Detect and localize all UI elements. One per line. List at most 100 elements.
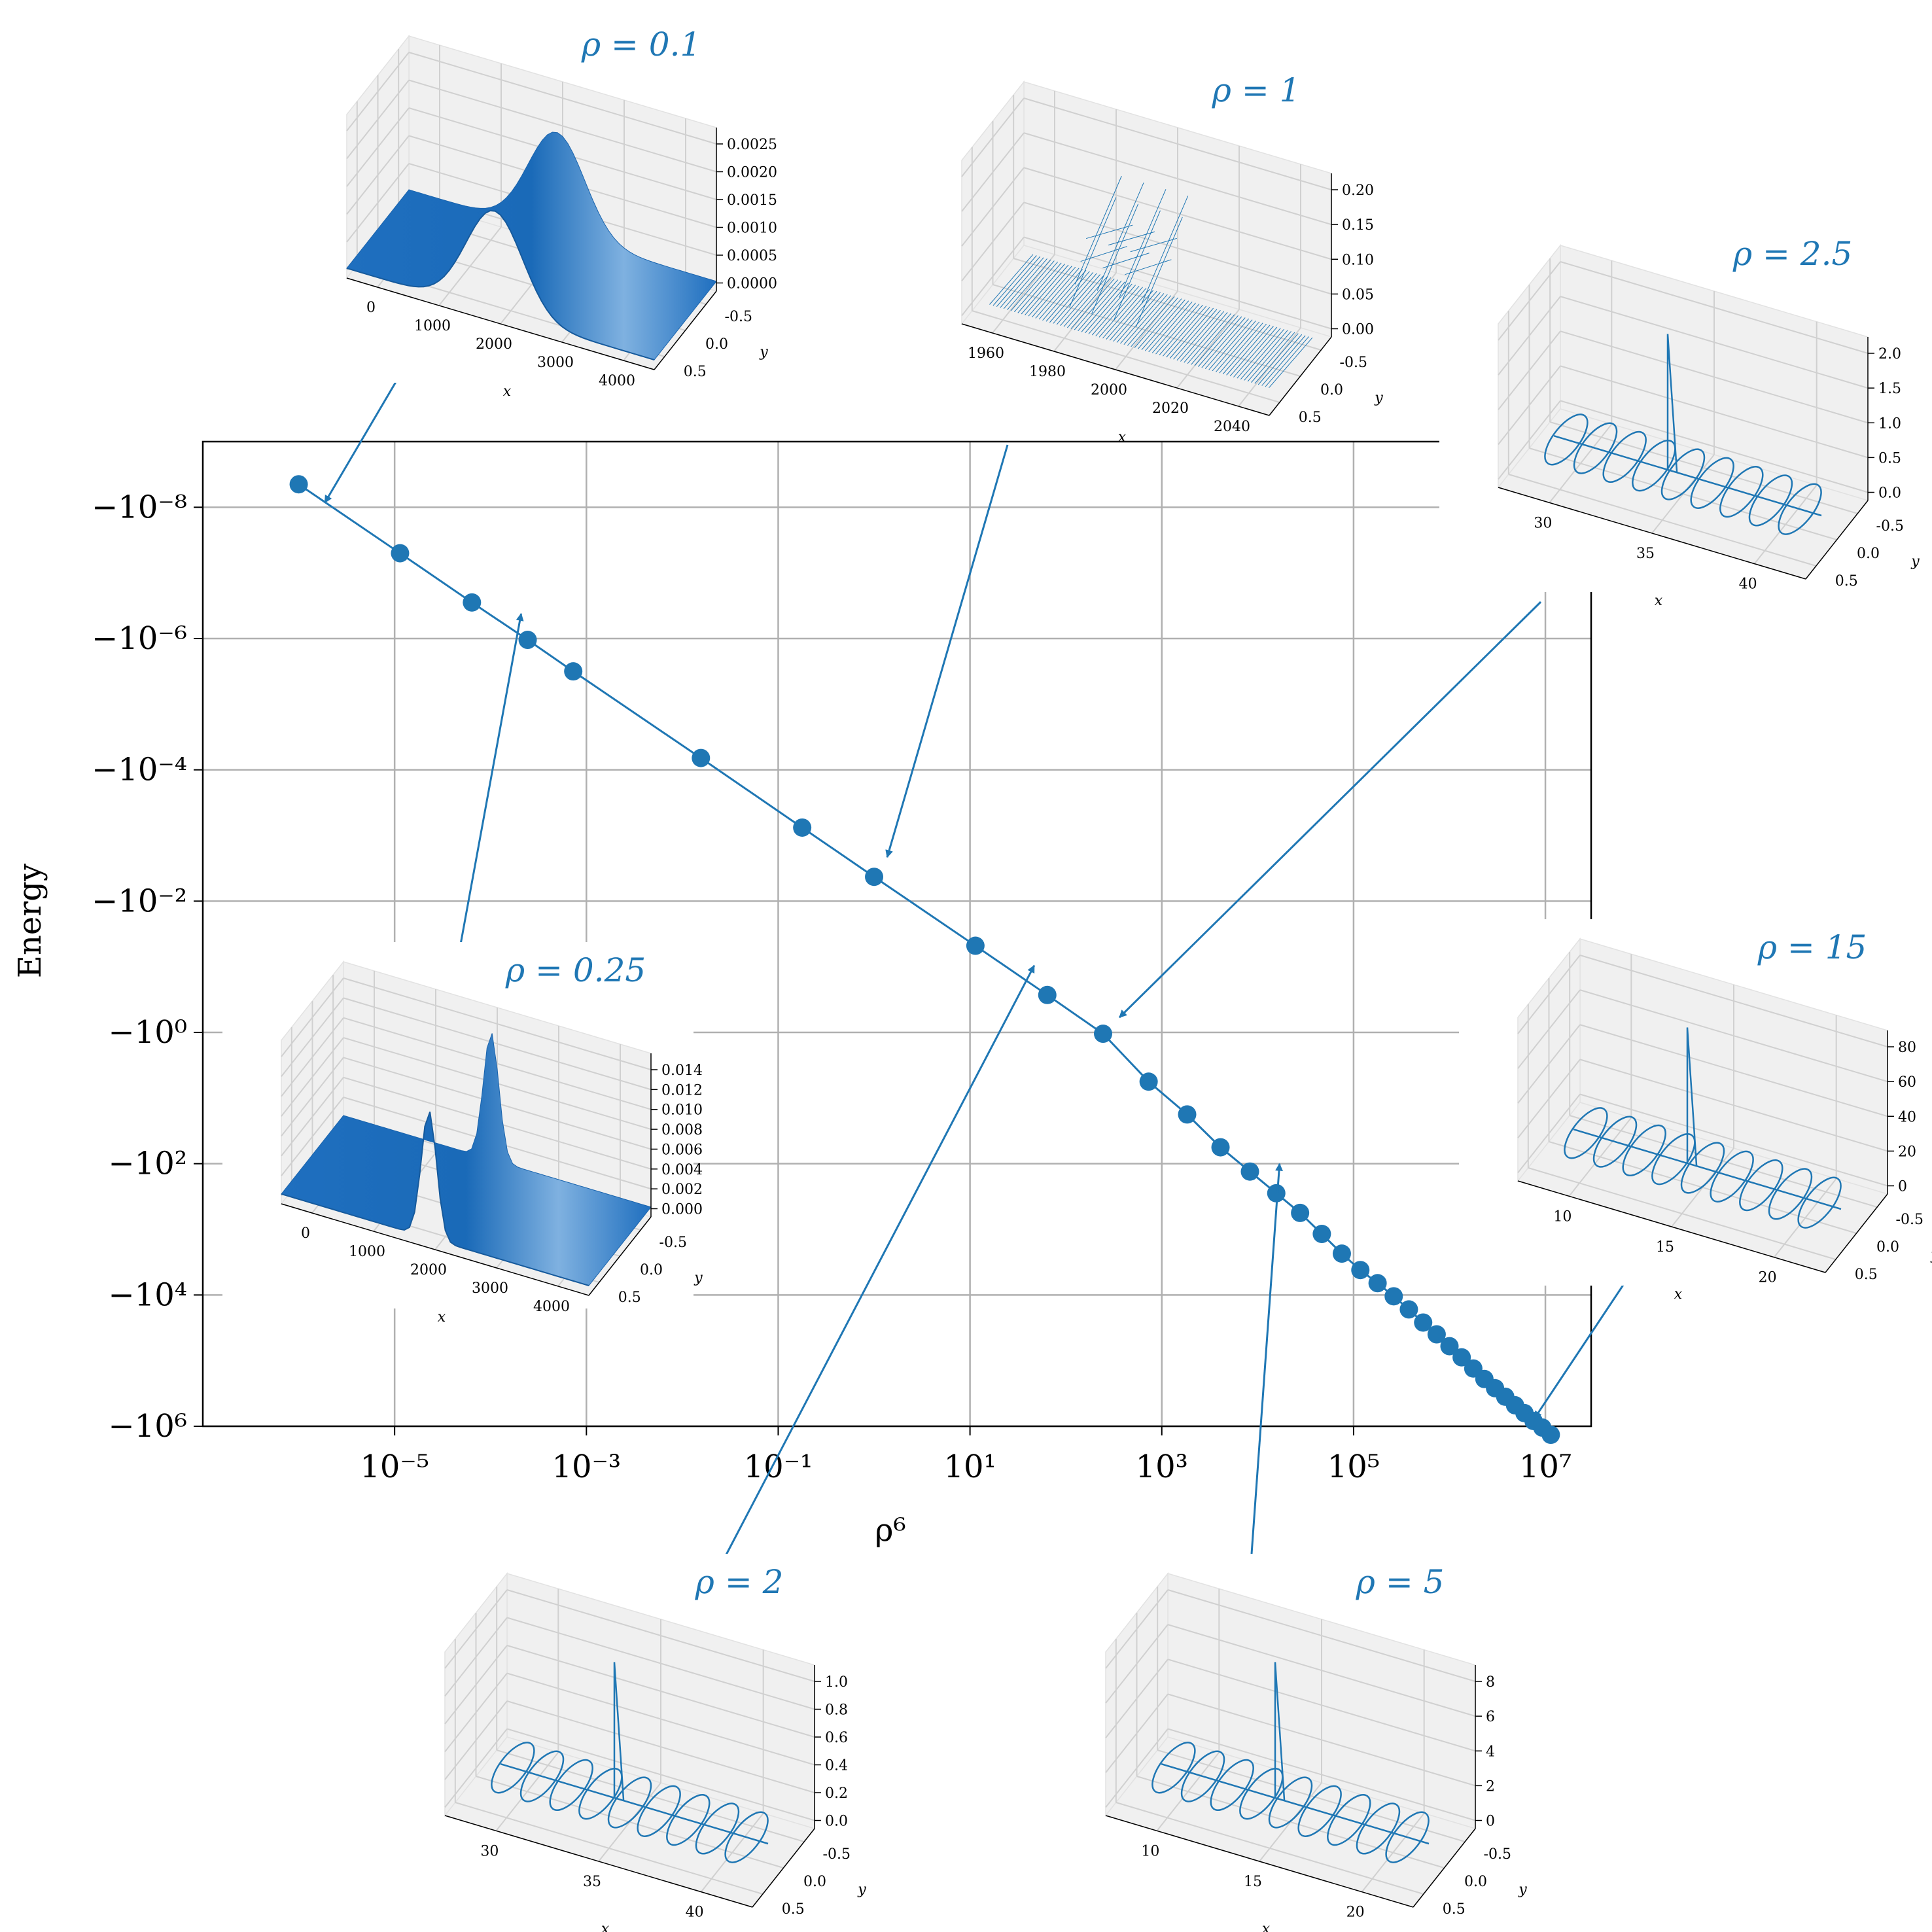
wire-line xyxy=(1265,336,1309,387)
inset-z-tick-label: 0.5 xyxy=(1878,450,1901,466)
inset-x-tick-label: 1980 xyxy=(1029,364,1066,380)
wire-line xyxy=(1201,317,1246,368)
inset-grid-line xyxy=(1105,1728,1168,1808)
inset-y-tick-label: 0.0 xyxy=(1464,1874,1487,1890)
loop-axis xyxy=(500,1763,769,1845)
inset-title: ρ = 0.25 xyxy=(505,951,646,989)
loop-curve xyxy=(1778,483,1822,535)
inset-z-tick-label: 1.5 xyxy=(1878,381,1901,397)
wire-line xyxy=(1247,331,1291,382)
inset-plot-content xyxy=(989,175,1313,389)
inset-grid-line xyxy=(496,1749,805,1842)
inset-grid-line xyxy=(1579,1024,1888,1117)
inset-grid-line xyxy=(346,135,410,215)
inset-grid-line xyxy=(408,79,717,173)
inset-z-tick-label: 0.014 xyxy=(661,1063,703,1079)
y-tick-label: −10⁴ xyxy=(108,1276,187,1313)
wire-line xyxy=(1229,326,1274,377)
inset-grid-line xyxy=(281,997,344,1077)
inset-arrows xyxy=(324,374,1653,1558)
wire-line xyxy=(1176,309,1221,361)
inset-grid-line xyxy=(1167,1589,1476,1682)
inset-grid-line xyxy=(343,997,652,1091)
inset-z-tick-label: 0.010 xyxy=(661,1102,703,1119)
inset-y-tick-label: -0.5 xyxy=(1876,518,1904,535)
wire-line xyxy=(1074,175,1122,285)
inset-x-axis xyxy=(1105,1815,1414,1908)
inset-y-axis xyxy=(654,290,717,370)
wire-line xyxy=(1173,309,1218,360)
wire-line xyxy=(1053,273,1097,324)
inset-plot-content xyxy=(491,1662,769,1863)
wire-line xyxy=(1081,281,1125,332)
wire-line xyxy=(1045,271,1090,322)
insets: 010002000300040000.50.0-0.50.00250.00200… xyxy=(222,16,1932,1932)
inset-grid-line xyxy=(506,1700,815,1793)
inset-y-axis xyxy=(1825,1193,1888,1273)
inset-z-tick-label: 2.0 xyxy=(1878,346,1901,362)
inset-title: ρ = 5 xyxy=(1356,1563,1445,1601)
inset-grid-line xyxy=(1517,989,1581,1069)
wire-line xyxy=(1007,259,1051,310)
inset-z-tick-label: 8 xyxy=(1486,1674,1495,1691)
wire-line xyxy=(1184,312,1228,363)
data-point xyxy=(1038,985,1057,1004)
inset-grid-line xyxy=(1517,955,1581,1034)
inset-grid-line xyxy=(281,1037,344,1117)
inset-x-tick-label: 1000 xyxy=(349,1244,385,1260)
inset-grid-line xyxy=(281,1057,344,1137)
wire-line xyxy=(1049,272,1094,323)
wire-line xyxy=(1138,298,1182,349)
inset-y-axis-label: y xyxy=(1930,1247,1932,1263)
inset-y-axis-label: y xyxy=(1374,390,1383,406)
loop-curve xyxy=(1660,448,1706,501)
inset-grid-line xyxy=(1560,400,1869,493)
inset-grid-line xyxy=(1498,261,1561,341)
inset-x-tick-label: 40 xyxy=(1739,576,1757,593)
wire-line xyxy=(1194,315,1238,366)
data-point xyxy=(692,748,711,767)
x-tick-label: 10³ xyxy=(1136,1449,1188,1485)
inset-grid-line xyxy=(1517,1093,1581,1174)
loop-curve xyxy=(1797,1176,1842,1229)
wire-line xyxy=(1244,330,1288,381)
inset-grid-line xyxy=(1517,1059,1581,1138)
inset-z-tick-label: 0.0015 xyxy=(727,192,777,209)
inset-x-axis xyxy=(444,1815,753,1908)
inset-x-axis-label: x xyxy=(438,1309,446,1326)
inset-grid-line xyxy=(506,1645,815,1738)
inset-y-tick-label: -0.5 xyxy=(823,1846,851,1863)
loop-curve xyxy=(1544,413,1589,466)
data-point xyxy=(1240,1162,1259,1181)
axis-ticks: 10⁻⁵ 10⁻³ 10⁻¹ 10¹ 10³ 10⁵ 10⁷−10⁻⁸−10⁻⁶−10⁻⁴−… xyxy=(92,489,1572,1485)
wire-line xyxy=(1119,189,1167,298)
inset-x-axis xyxy=(1517,1180,1826,1273)
data-point xyxy=(564,662,583,681)
wire-line xyxy=(1025,264,1069,315)
inset-z-tick-label: 0.0 xyxy=(1878,485,1901,502)
loop-curve xyxy=(1385,1811,1430,1863)
wire-line xyxy=(992,255,1037,306)
spike-curve xyxy=(1686,1027,1698,1167)
wire-line xyxy=(1219,323,1263,374)
inset-arrow xyxy=(1250,1163,1283,1554)
y-tick-label: −10⁰ xyxy=(108,1014,187,1051)
wire-line xyxy=(1042,270,1087,321)
loop-curve xyxy=(1632,440,1676,492)
loop-curve xyxy=(1327,1794,1371,1846)
wire-line xyxy=(1187,313,1232,364)
wire-line xyxy=(1251,332,1295,383)
data-point xyxy=(1427,1325,1446,1344)
wire-line xyxy=(1212,321,1256,372)
inset-panel: 1960 1980 2000 2020 2040 0.5 0.0 -0.5 0.20 0.15 0.… xyxy=(903,62,1383,446)
loop-curve xyxy=(1690,457,1734,509)
x-tick-label: 10¹ xyxy=(943,1449,996,1485)
loop-curve xyxy=(519,1750,565,1802)
inset-z-tick-label: 0.008 xyxy=(661,1122,703,1138)
inset-grid-line xyxy=(444,1700,508,1780)
inset-grid-line xyxy=(1105,1659,1168,1738)
loop-curve xyxy=(1651,1133,1696,1186)
spike-curve xyxy=(1666,334,1678,473)
inset-y-axis xyxy=(1805,500,1869,580)
wire-line xyxy=(1155,304,1200,355)
